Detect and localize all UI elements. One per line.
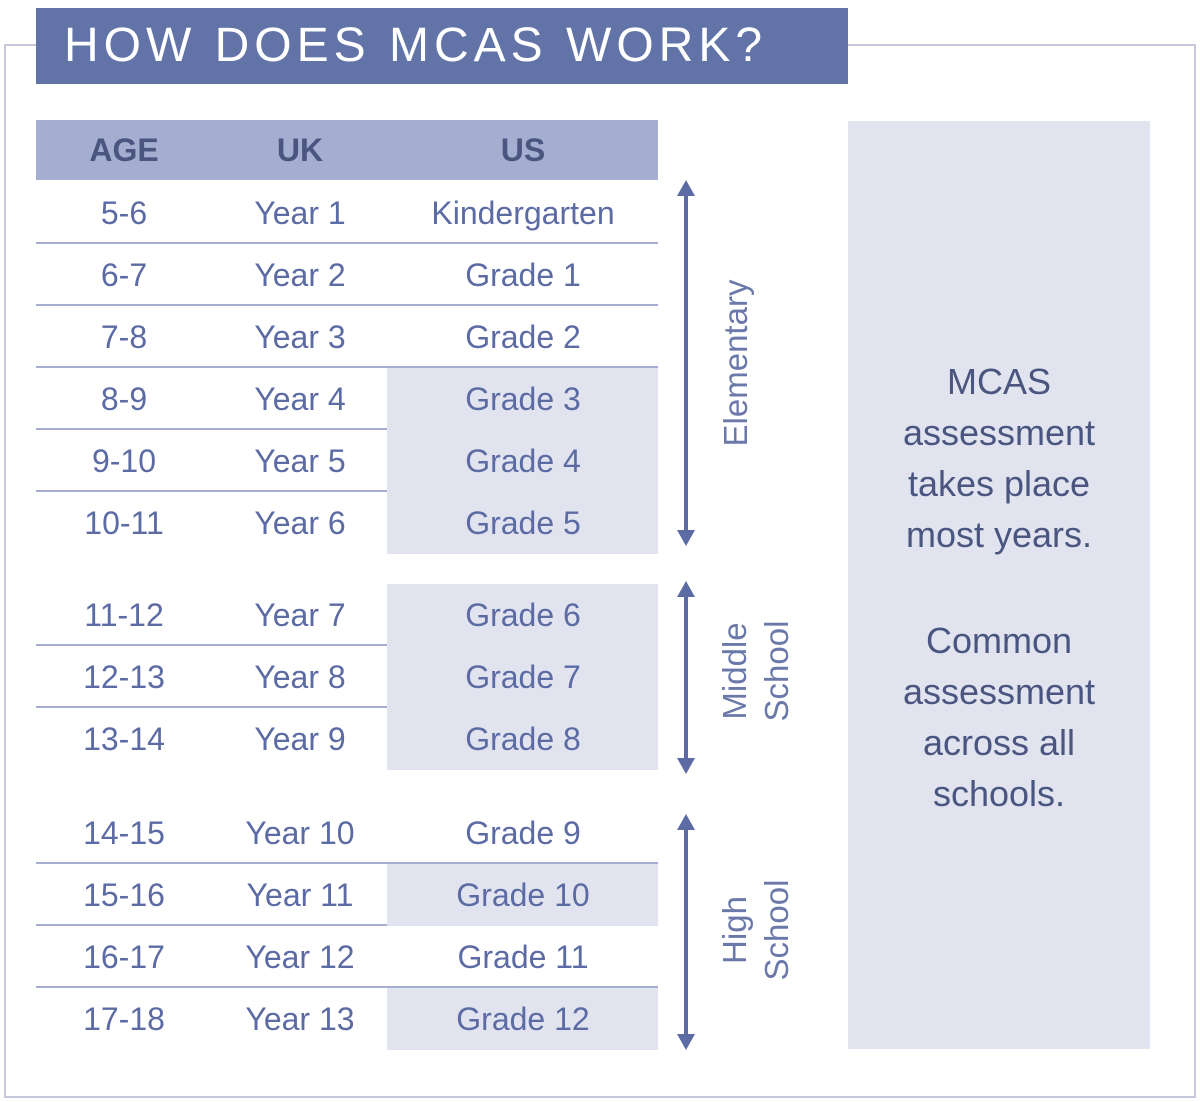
phase-middle-line1: Middle [716,622,753,720]
us-cell: Grade 8 [465,721,581,757]
us-cell-highlight [387,864,658,926]
phase-label-middle-school: Middle School [714,611,798,731]
age-cell: 9-10 [91,443,157,479]
phase-high-line2: School [758,879,795,981]
us-cell: Kindergarten [431,195,615,231]
phase-high-line1: High [716,896,753,964]
us-cell: Grade 9 [465,815,581,851]
uk-cell: Year 13 [245,1001,355,1037]
uk-cell: Year 12 [245,939,355,975]
us-cell-highlight [387,368,658,430]
panel-line: MCAS [946,361,1051,402]
uk-cell: Year 7 [254,597,346,633]
us-cell: Grade 4 [465,443,581,479]
table-row: 12-13 Year 8 Grade 7 [36,646,658,708]
us-cell: Grade 5 [465,505,581,541]
table-row: 14-15 Year 10 Grade 9 [36,802,658,864]
uk-cell: Year 6 [254,505,346,541]
table-row: 6-7 Year 2 Grade 1 [36,244,658,306]
age-cell: 17-18 [83,1001,165,1037]
table-row: 9-10 Year 5 Grade 4 [36,430,658,492]
us-cell: Grade 10 [456,877,590,913]
us-cell: Grade 6 [465,597,581,633]
table-row: 7-8 Year 3 Grade 2 [36,306,658,368]
assessment-frequency-text: MCAS assessment takes place most years. [848,356,1150,560]
header-age: AGE [89,132,159,168]
age-cell: 8-9 [100,381,148,417]
age-cell: 11-12 [84,597,164,633]
us-cell-highlight [387,430,658,492]
panel-line: Common [925,620,1073,661]
common-assessment-text: Common assessment across all schools. [848,615,1150,819]
table-row: 11-12 Year 7 Grade 6 [36,584,658,646]
table-row: 8-9 Year 4 Grade 3 [36,368,658,430]
age-cell: 15-16 [83,877,165,913]
uk-cell: Year 10 [245,815,355,851]
us-cell: Grade 3 [465,381,581,417]
phase-middle-line2: School [758,620,795,722]
elementary-range-arrow-icon [674,180,698,546]
panel-line: across all [922,722,1076,763]
us-cell: Grade 11 [457,939,589,975]
header-uk: UK [276,132,324,168]
us-cell-highlight [387,584,658,646]
panel-line: assessment [902,412,1096,453]
table-row: 5-6 Year 1 Kindergarten [36,182,658,244]
phase-label-elementary: Elementary [715,263,757,463]
uk-cell: Year 11 [246,877,354,913]
high-school-range-arrow-icon [674,814,698,1050]
us-cell-highlight [387,492,658,554]
uk-cell: Year 2 [254,257,346,293]
us-cell-highlight [387,988,658,1050]
table-header: AGE UK US [36,120,658,180]
age-cell: 7-8 [100,319,148,355]
phase-elementary-text: Elementary [717,279,754,447]
us-cell-highlight [387,646,658,708]
us-cell: Grade 7 [465,659,581,695]
uk-cell: Year 3 [254,319,346,355]
phase-label-high-school: High School [714,870,798,990]
table-row: 10-11 Year 6 Grade 5 [36,492,658,554]
panel-line: schools. [932,773,1066,814]
age-cell: 6-7 [100,257,148,293]
age-cell: 12-13 [83,659,165,695]
page-title: HOW DOES MCAS WORK? [36,8,848,84]
uk-cell: Year 5 [254,443,346,479]
uk-cell: Year 9 [254,721,346,757]
age-cell: 14-15 [83,815,165,851]
panel-line: most years. [905,514,1093,555]
age-cell: 5-6 [100,195,148,231]
us-cell: Grade 12 [456,1001,590,1037]
panel-line: assessment [902,671,1096,712]
age-cell: 13-14 [83,721,165,757]
panel-line: takes place [907,463,1091,504]
uk-cell: Year 8 [254,659,346,695]
table-row: 15-16 Year 11 Grade 10 [36,864,658,926]
us-cell: Grade 1 [465,257,581,293]
uk-cell: Year 1 [254,195,346,231]
age-cell: 10-11 [84,505,164,541]
header-us: US [500,132,546,168]
us-cell-highlight [387,708,658,770]
table-row: 16-17 Year 12 Grade 11 [36,926,658,988]
assessment-info-panel: MCAS assessment takes place most years. … [848,121,1150,1049]
table-row: 17-18 Year 13 Grade 12 [36,988,658,1050]
table-row: 13-14 Year 9 Grade 8 [36,708,658,770]
age-cell: 16-17 [83,939,165,975]
middle-school-range-arrow-icon [674,581,698,774]
uk-cell: Year 4 [254,381,346,417]
us-cell: Grade 2 [465,319,581,355]
